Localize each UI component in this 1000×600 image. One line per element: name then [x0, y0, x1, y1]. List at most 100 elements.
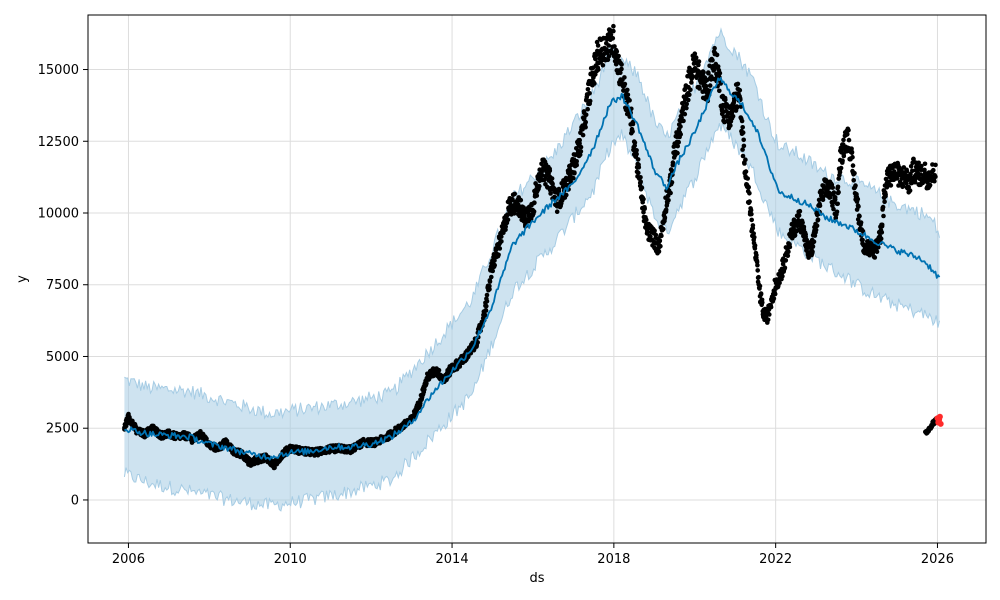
- uncertainty-interval: [123, 27, 940, 512]
- observed-point: [484, 298, 490, 304]
- observed-point: [860, 237, 865, 243]
- observed-point: [496, 252, 501, 258]
- observed-point: [584, 96, 589, 102]
- observed-point: [879, 224, 885, 229]
- observed-point: [644, 217, 649, 223]
- observed-point: [846, 137, 852, 143]
- observed-point: [740, 153, 746, 159]
- observed-point: [933, 162, 938, 168]
- observed-point: [783, 258, 789, 263]
- y-tick-label: 0: [71, 493, 79, 508]
- observed-point: [832, 195, 838, 200]
- observed-point: [919, 163, 924, 169]
- observed-point: [815, 218, 821, 223]
- observed-point: [879, 230, 885, 235]
- observed-point: [741, 137, 746, 143]
- observed-point: [487, 283, 492, 289]
- observed-point: [692, 51, 698, 56]
- observed-point: [639, 185, 645, 190]
- observed-point: [564, 192, 569, 198]
- observed-point: [539, 173, 545, 178]
- observed-point: [611, 28, 616, 34]
- x-tick-label: 2022: [759, 552, 792, 567]
- observed-point: [742, 161, 747, 166]
- observed-point: [688, 87, 693, 93]
- observed-point: [606, 43, 611, 48]
- observed-point: [657, 238, 663, 244]
- observed-point: [857, 213, 862, 219]
- observed-point: [641, 209, 646, 215]
- observed-point: [910, 168, 915, 174]
- observed-point: [749, 217, 754, 223]
- x-tick-label: 2010: [274, 552, 307, 567]
- observed-point: [874, 249, 880, 254]
- observed-point: [747, 191, 752, 196]
- observed-point: [638, 179, 643, 184]
- observed-point: [574, 159, 579, 164]
- observed-point: [908, 164, 914, 169]
- observed-point: [580, 132, 586, 138]
- observed-point: [801, 224, 807, 230]
- observed-point: [882, 199, 887, 204]
- observed-point: [645, 229, 650, 235]
- observed-point: [681, 118, 686, 124]
- observed-point: [619, 66, 624, 72]
- y-tick-label: 10000: [38, 207, 79, 222]
- observed-point: [746, 185, 751, 190]
- observed-point: [482, 312, 488, 318]
- observed-point: [717, 70, 723, 76]
- observed-point: [740, 147, 745, 152]
- observed-point: [767, 312, 772, 317]
- observed-point: [634, 151, 639, 157]
- observed-point: [810, 249, 815, 254]
- observed-point: [670, 162, 676, 168]
- observed-point: [678, 124, 683, 129]
- observed-point: [710, 58, 715, 63]
- y-tick-label: 2500: [46, 422, 79, 437]
- observed-point: [568, 178, 573, 184]
- observed-point: [684, 105, 689, 111]
- observed-point: [638, 175, 643, 180]
- observed-point: [659, 233, 664, 239]
- observed-point: [785, 253, 791, 258]
- observed-point: [682, 111, 688, 117]
- observed-point: [616, 53, 621, 59]
- plot-area-frame: [87, 14, 987, 544]
- observed-point: [600, 63, 606, 68]
- observed-point: [838, 165, 844, 171]
- observed-point: [786, 249, 791, 254]
- y-tick-label: 12500: [38, 135, 79, 150]
- observed-point: [424, 381, 429, 386]
- observed-point: [830, 185, 835, 190]
- observed-point: [635, 157, 641, 162]
- forecast-line: [124, 77, 941, 461]
- observed-point: [852, 170, 857, 176]
- x-tick-label: 2026: [921, 552, 954, 567]
- observed-point: [728, 123, 733, 128]
- observed-point: [689, 80, 694, 85]
- observed-point: [676, 140, 681, 145]
- observed-point: [787, 244, 793, 250]
- observed-point: [803, 232, 808, 237]
- observed-point: [714, 52, 720, 58]
- observed-point: [648, 234, 653, 239]
- observed-point: [797, 208, 803, 214]
- observed-point: [611, 23, 616, 29]
- observed-point: [846, 127, 851, 133]
- observed-point: [906, 184, 911, 190]
- observed-point: [845, 132, 850, 137]
- observed-point: [642, 205, 647, 210]
- observed-point: [483, 308, 489, 313]
- observed-point: [663, 207, 669, 212]
- observed-point: [828, 194, 833, 200]
- observed-point: [841, 137, 846, 143]
- observed-point: [739, 118, 745, 124]
- observed-point: [712, 45, 717, 51]
- observed-point: [782, 265, 787, 271]
- observed-point: [756, 274, 761, 280]
- observed-point: [701, 70, 706, 75]
- observed-point: [853, 183, 858, 188]
- observed-point: [757, 283, 763, 289]
- observed-point: [758, 292, 764, 297]
